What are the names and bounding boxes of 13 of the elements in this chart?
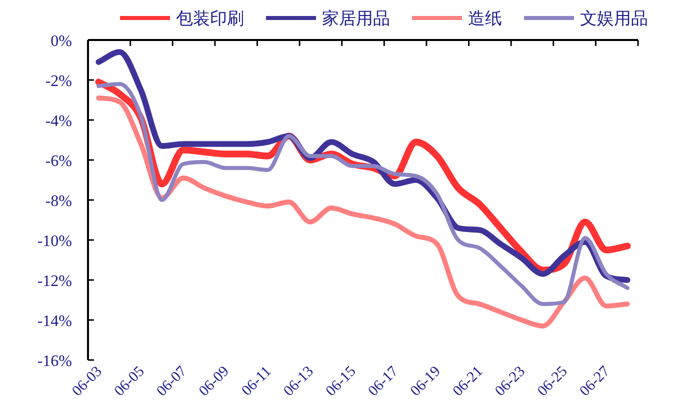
y-tick-label: -4% <box>45 113 72 130</box>
legend-label: 包装印刷 <box>176 9 244 28</box>
y-tick-label: -8% <box>45 193 72 210</box>
y-tick-label: -6% <box>45 153 72 170</box>
y-tick-label: -10% <box>37 233 72 250</box>
y-tick-label: -2% <box>45 73 72 90</box>
legend-label: 造纸 <box>468 9 502 28</box>
y-tick-label: 0% <box>50 33 72 50</box>
legend-label: 家居用品 <box>322 9 390 28</box>
y-tick-label: -16% <box>37 353 72 370</box>
y-tick-label: -12% <box>37 273 72 290</box>
legend-label: 文娱用品 <box>580 9 648 28</box>
y-tick-label: -14% <box>37 313 72 330</box>
